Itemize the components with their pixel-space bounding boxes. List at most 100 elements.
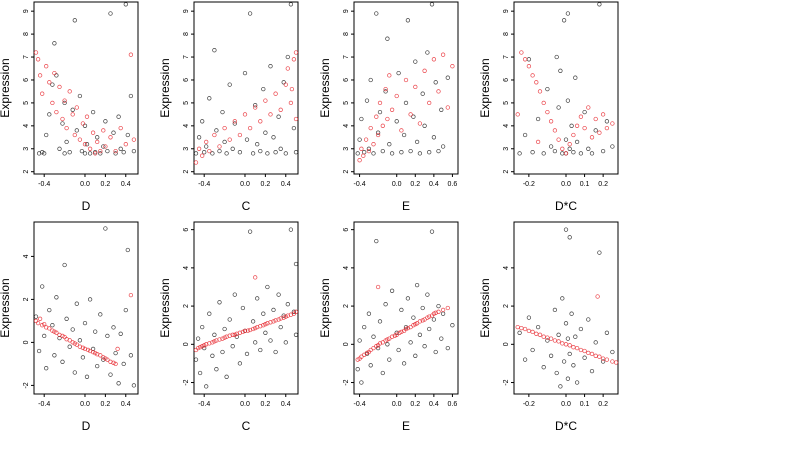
data-point-black	[560, 151, 565, 156]
data-point-black	[517, 330, 522, 335]
data-point-black	[42, 151, 47, 156]
y-tick-label: 3	[503, 147, 510, 151]
data-point-black	[82, 151, 88, 156]
data-point-black	[558, 384, 563, 389]
data-point-black	[554, 370, 559, 376]
data-point-black	[355, 367, 360, 372]
data-point-black	[567, 146, 572, 151]
data-point-black	[567, 351, 572, 357]
data-point-black	[84, 374, 90, 379]
data-point-red	[35, 320, 41, 326]
data-point-black	[101, 357, 106, 362]
data-point-black	[387, 357, 392, 362]
data-point-black	[131, 148, 137, 154]
data-point-red	[90, 349, 96, 355]
data-point-black	[558, 68, 563, 73]
data-point-red	[427, 100, 432, 106]
data-point-black	[522, 357, 528, 362]
data-point-black	[573, 75, 578, 80]
data-point-red	[363, 137, 369, 142]
data-point-red	[593, 353, 598, 358]
data-point-black	[47, 307, 52, 313]
data-point-black	[586, 146, 591, 151]
data-point-black	[593, 128, 598, 133]
data-point-black	[399, 150, 404, 155]
data-point-red	[268, 320, 273, 325]
data-point-black	[261, 311, 266, 316]
data-point-red	[271, 319, 276, 324]
data-point-black	[276, 292, 281, 297]
data-point-black	[103, 119, 108, 124]
data-point-red	[258, 119, 263, 124]
data-point-red	[253, 105, 258, 110]
data-point-red	[537, 332, 543, 337]
data-point-black	[387, 142, 392, 147]
data-point-black	[214, 367, 219, 372]
data-point-red	[67, 338, 72, 343]
data-point-black	[268, 64, 273, 69]
data-point-black	[389, 151, 395, 156]
data-point-black	[359, 380, 364, 385]
data-point-black	[405, 296, 411, 301]
data-point-black	[422, 344, 427, 349]
data-point-red	[196, 146, 202, 151]
x-tick-label: 0.2	[410, 181, 420, 188]
data-point-red	[571, 132, 576, 138]
data-point-black	[111, 130, 116, 135]
data-point-black	[207, 96, 212, 101]
data-point-red	[548, 336, 554, 341]
y-tick-label: 7	[23, 55, 30, 59]
y-tick-label: 7	[503, 55, 510, 59]
data-point-black	[597, 2, 602, 7]
data-point-black	[227, 82, 232, 87]
data-point-black	[242, 70, 248, 76]
data-point-red	[578, 114, 584, 119]
data-point-black	[433, 349, 438, 355]
data-point-black	[420, 305, 425, 311]
y-axis-label: Expression	[318, 278, 332, 337]
data-point-black	[204, 144, 209, 149]
data-point-red	[113, 148, 118, 154]
data-point-red	[54, 109, 59, 115]
data-point-red	[293, 116, 299, 122]
y-tick-label: -2	[23, 382, 30, 388]
y-axis-label: Expression	[318, 58, 332, 117]
data-point-black	[293, 150, 299, 155]
x-tick-label: -0.4	[38, 181, 50, 188]
data-point-red	[541, 100, 546, 106]
data-point-red	[417, 319, 423, 324]
data-point-black	[202, 150, 207, 155]
data-point-black	[247, 11, 253, 16]
data-point-black	[263, 130, 268, 135]
data-point-black	[247, 229, 253, 234]
data-point-black	[72, 18, 77, 23]
data-point-black	[64, 139, 69, 145]
data-point-black	[396, 70, 401, 76]
data-point-black	[582, 355, 587, 360]
data-point-red	[212, 132, 217, 138]
data-point-red	[62, 98, 67, 103]
data-point-red	[385, 116, 390, 122]
data-point-red	[283, 314, 288, 319]
data-point-red	[399, 128, 404, 133]
y-tick-label: 7	[183, 55, 190, 59]
y-tick-label: 0	[343, 342, 350, 346]
data-point-black	[57, 146, 62, 151]
data-point-black	[220, 349, 225, 355]
data-point-black	[44, 366, 49, 371]
data-point-red	[433, 310, 438, 315]
x-tick-label: 0.0	[392, 181, 402, 188]
data-point-red	[440, 307, 446, 313]
y-tick-label: 6	[23, 78, 30, 82]
data-point-black	[210, 353, 215, 358]
data-point-black	[411, 315, 416, 320]
data-point-black	[40, 284, 45, 289]
data-point-black	[563, 227, 569, 232]
data-point-black	[439, 107, 444, 112]
plot-frame	[193, 1, 299, 175]
data-point-black	[429, 229, 435, 234]
panel-6: -0.4 0.0 0.2 0.4 -2 0 2 4 6 C Expression	[158, 221, 299, 433]
data-point-black	[217, 300, 222, 305]
data-point-red	[604, 125, 610, 131]
data-point-black	[556, 105, 561, 110]
